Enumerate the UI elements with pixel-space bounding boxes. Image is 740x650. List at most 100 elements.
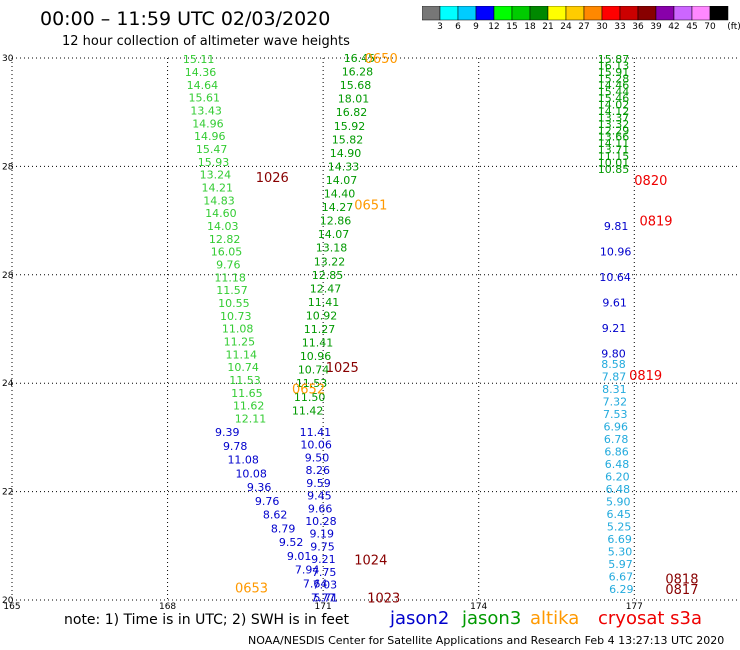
page-title: 00:00 – 11:59 UTC 02/03/2020: [40, 8, 331, 30]
wave-height-value: 13.43: [190, 104, 222, 117]
wave-height-value: 12.47: [310, 282, 342, 295]
wave-height-value: 11.53: [296, 377, 328, 390]
pass-time-label: 1025: [326, 361, 359, 376]
wave-height-value: 6.48: [605, 458, 630, 471]
pass-time-label: 0652: [292, 383, 325, 398]
wave-height-value: 16.05: [211, 246, 243, 259]
wave-height-value: 12.85: [312, 269, 344, 282]
wave-height-value: 15.46: [598, 92, 630, 105]
x-tick-label: 171: [315, 602, 332, 612]
color-scale-labels: 3 6 9 12 15 18 21 24 27 30 33 36 39 42 45 70 (ft): [422, 22, 740, 36]
wave-height-value: 15.28: [598, 73, 630, 86]
wave-height-value: 10.55: [218, 297, 250, 310]
wave-height-value: 13.71: [598, 144, 630, 157]
x-tick-label: 174: [470, 602, 487, 612]
y-tick-label: 20: [2, 596, 14, 606]
x-tick-label: 168: [159, 602, 176, 612]
wave-height-value: 9.50: [305, 451, 330, 464]
wave-height-value: 15.47: [196, 143, 228, 156]
wave-height-value: 14.40: [324, 188, 356, 201]
wave-height-value: 9.66: [308, 502, 333, 515]
wave-height-value: 9.36: [247, 481, 272, 494]
pass-time-label: 0818: [665, 572, 698, 587]
wave-height-value: 13.32: [598, 118, 630, 131]
wave-height-value: 8.26: [306, 464, 331, 477]
wave-height-value: 10.08: [235, 467, 267, 480]
wave-height-value: 14.46: [598, 79, 630, 92]
wave-height-value: 10.74: [227, 361, 259, 374]
pass-time-label: 0820: [634, 174, 667, 189]
wave-height-value: 7.03: [313, 579, 338, 592]
wave-height-value: 9.19: [309, 528, 334, 541]
wave-height-value: 14.96: [194, 130, 226, 143]
wave-height-value: 9.80: [601, 347, 626, 360]
wave-height-value: 8.31: [602, 383, 627, 396]
wave-height-value: 14.64: [187, 79, 219, 92]
wave-height-value: 10.96: [600, 245, 632, 258]
wave-height-value: 16.28: [342, 66, 374, 79]
wave-height-value: 15.91: [598, 66, 630, 79]
wave-height-value: 18.01: [338, 93, 370, 106]
wave-height-value: 14.83: [203, 194, 235, 207]
color-bin-label: 12: [488, 22, 500, 32]
color-bin-label: 30: [596, 22, 608, 32]
pass-time-label: 0651: [354, 198, 387, 213]
wave-height-value: 9.45: [307, 490, 332, 503]
wave-height-value: 9.59: [306, 477, 331, 490]
color-bin-label: 15: [506, 22, 518, 32]
wave-height-value: 11.08: [222, 323, 254, 336]
wave-height-value: 13.22: [314, 255, 346, 268]
wave-height-value: 8.79: [271, 522, 296, 535]
wave-height-value: 9.61: [602, 296, 627, 309]
pass-time-label: 1024: [354, 553, 387, 568]
wave-height-value: 14.60: [205, 207, 237, 220]
color-bin-label: 9: [473, 22, 479, 32]
x-tick-label: 177: [626, 602, 643, 612]
color-bin-label: 18: [524, 22, 536, 32]
wave-height-value: 14.96: [192, 117, 224, 130]
wave-height-value: 9.39: [215, 426, 240, 439]
wave-height-value: 11.42: [292, 404, 324, 417]
wave-height-value: 6.96: [603, 421, 628, 434]
wave-height-value: 11.08: [227, 454, 259, 467]
wave-height-value: 14.36: [185, 66, 217, 79]
pass-time-label: 1023: [367, 591, 400, 606]
wave-height-value: 6.78: [604, 433, 629, 446]
wave-height-value: 12.29: [598, 124, 630, 137]
color-bin-label: 39: [650, 22, 662, 32]
y-tick-label: 28: [2, 271, 14, 281]
wave-height-value: 9.78: [223, 440, 248, 453]
color-scale-bar: [422, 6, 729, 21]
wave-height-value: 13.18: [316, 242, 348, 255]
wave-height-value: 15.44: [598, 85, 630, 98]
wave-height-value: 9.52: [279, 536, 304, 549]
wave-height-value: 15.68: [340, 79, 372, 92]
pass-time-label: 1026: [256, 171, 289, 186]
wave-height-value: 11.18: [214, 271, 246, 284]
wave-height-value: 11.25: [224, 335, 256, 348]
wave-height-value: 14.11: [598, 137, 630, 150]
wave-height-value: 14.27: [322, 201, 354, 214]
wave-height-value: 12.82: [209, 233, 241, 246]
wave-height-value: 11.57: [216, 284, 248, 297]
wave-height-value: 11.41: [300, 426, 332, 439]
color-bin-label: 36: [632, 22, 644, 32]
wave-height-value: 11.41: [308, 296, 340, 309]
wave-height-value: 14.07: [326, 174, 358, 187]
wave-height-value: 6.67: [609, 571, 634, 584]
credit-line: NOAA/NESDIS Center for Satellite Applica…: [248, 634, 725, 647]
wave-height-value: 15.92: [334, 120, 366, 133]
wave-height-value: 10.01: [598, 157, 630, 170]
wave-height-value: 6.69: [607, 533, 632, 546]
wave-height-value: 13.37: [598, 111, 630, 124]
wave-height-value: 16.82: [336, 106, 368, 119]
wave-height-value: 15.11: [183, 53, 215, 66]
wave-height-value: 9.76: [216, 258, 241, 271]
pass-time-label: 0819: [639, 215, 672, 230]
color-bin-label: 6: [455, 22, 461, 32]
wave-height-value: 5.97: [608, 558, 633, 571]
wave-height-value: 14.12: [598, 105, 630, 118]
wave-height-value: 7.87: [602, 371, 627, 384]
wave-height-value: 6.48: [606, 483, 631, 496]
